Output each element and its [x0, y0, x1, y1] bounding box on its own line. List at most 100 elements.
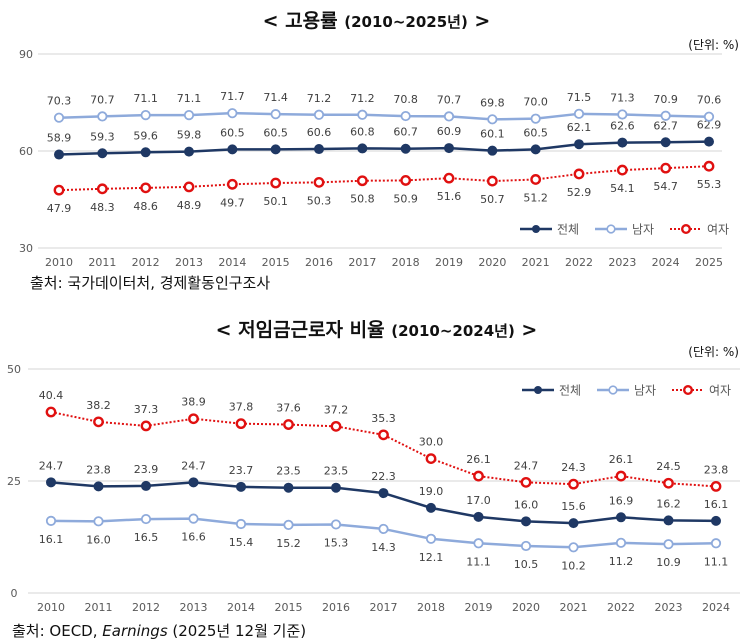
chart1-data-label: 62.1: [567, 121, 592, 134]
chart1-xtick-label: 2017: [348, 256, 376, 269]
chart2-data-label: 38.9: [181, 396, 206, 409]
chart1-data-label: 62.6: [610, 120, 635, 133]
chart1-series-0-point: [487, 145, 498, 156]
chart1-series-1-point: [53, 112, 65, 123]
chart1-series-2-point: [400, 175, 412, 186]
chart1-series-0-point: [184, 146, 194, 157]
chart2-data-label: 10.9: [656, 556, 681, 569]
chart2-data-label: 16.2: [656, 497, 681, 510]
chart2-title-years: (2010~2024년): [391, 322, 515, 340]
chart1-legend-label: 여자: [707, 223, 729, 237]
chart2-series-line-2: [50, 411, 717, 488]
chart2-series-1-point: [473, 538, 484, 549]
chart1-xtick-label: 2023: [608, 256, 636, 269]
chart1-data-label: 60.6: [307, 126, 332, 139]
chart2-data-label: 10.2: [561, 559, 586, 572]
chart1-data-label: 60.1: [480, 128, 505, 141]
chart2-data-label: 37.8: [229, 401, 254, 414]
chart1-series-0-point: [617, 137, 628, 148]
chart2-series-2-point: [615, 470, 627, 482]
chart1-series-2-point: [226, 178, 238, 190]
chart2-data-label: 15.3: [324, 536, 349, 549]
chart1-data-label: 59.6: [133, 129, 158, 142]
chart1-series-2-point: [486, 175, 498, 187]
chart2-ytick-label: 50: [7, 363, 21, 376]
chart2-series-0-point: [93, 481, 104, 492]
chart1-data-label: 71.5: [567, 91, 592, 104]
chart1-series-0-point: [444, 143, 454, 154]
chart1-series-1-point: [313, 109, 325, 120]
chart1-source: 출처: 국가데이터처, 경제활동인구조사: [30, 274, 271, 292]
chart2-series-0-point: [426, 502, 436, 513]
chart1-data-label: 54.1: [610, 182, 635, 195]
chart1-series-1-point: [97, 111, 108, 122]
chart2-series-0-point: [283, 482, 294, 493]
chart1-xtick-label: 2021: [522, 256, 550, 269]
chart2-source: 출처: OECD, Earnings (2025년 12월 기준): [12, 620, 306, 641]
chart1-data-label: 62.7: [653, 119, 678, 132]
chart2-data-label: 30.0: [419, 436, 444, 449]
chart2-title-end: >: [514, 319, 538, 341]
chart1-title-main: < 고용률: [262, 10, 345, 32]
chart1-ytick-label: 90: [19, 48, 33, 61]
chart2-legend-label: 남자: [634, 384, 656, 398]
chart1-series-1-point: [400, 110, 411, 122]
chart2-data-label: 22.3: [371, 470, 396, 483]
chart2-xtick-label: 2011: [85, 601, 113, 614]
chart1-data-label: 48.6: [133, 200, 158, 213]
chart1-series-2-point: [530, 174, 542, 185]
chart1-series-2-point: [703, 160, 715, 172]
chart1-series-0-point: [54, 149, 64, 160]
chart2-data-label: 23.8: [86, 463, 111, 476]
chart2-data-label: 17.0: [466, 494, 491, 507]
chart1-legend-swatch-marker: [532, 225, 540, 233]
chart2-series-0-point: [711, 515, 721, 526]
chart1-xtick-label: 2024: [652, 256, 680, 269]
chart1-ytick-label: 60: [19, 145, 33, 158]
chart2-source-suffix: (2025년 12월 기준): [167, 622, 307, 640]
chart2-data-label: 12.1: [419, 551, 444, 564]
chart1-data-label: 70.6: [697, 94, 722, 107]
chart2-data-label: 23.5: [324, 465, 349, 478]
chart2-data-label: 16.0: [514, 498, 539, 511]
chart2-series-2-point: [473, 470, 484, 482]
chart2-series-2-point: [710, 480, 722, 492]
chart2-xtick-label: 2012: [132, 601, 160, 614]
chart1-series-line-2: [58, 165, 710, 192]
chart1-data-label: 60.9: [437, 125, 462, 138]
chart1-legend-label: 남자: [632, 223, 654, 237]
chart2-data-label: 24.7: [181, 459, 206, 472]
chart2-series-1-point: [45, 515, 57, 526]
chart1-data-label: 48.3: [90, 201, 115, 214]
chart2-data-label: 11.1: [466, 555, 491, 568]
chart2-series-1-point: [520, 540, 532, 552]
chart2-data-label: 35.3: [371, 412, 396, 425]
chart2-series-2-point: [568, 478, 579, 490]
chart1-data-label: 50.7: [480, 193, 505, 206]
chart1-xtick-label: 2018: [392, 256, 420, 269]
chart1-series-0-point: [660, 137, 671, 148]
chart1-series-1-point: [660, 110, 671, 121]
chart2-data-label: 23.8: [704, 463, 729, 476]
chart2-xtick-label: 2019: [465, 601, 493, 614]
chart2-data-label: 23.5: [276, 465, 301, 478]
chart1-legend-swatch-marker: [681, 223, 692, 234]
chart1-data-label: 70.7: [437, 93, 462, 106]
chart1-series-0-point: [400, 143, 411, 154]
chart2-data-label: 16.1: [704, 498, 729, 511]
chart1-xtick-label: 2019: [435, 256, 463, 269]
chart2-series-2-point: [330, 420, 342, 432]
chart2-legend-swatch-marker: [608, 385, 618, 395]
chart2-xtick-label: 2020: [512, 601, 540, 614]
chart1-data-label: 60.5: [263, 126, 288, 139]
chart2-data-label: 37.6: [276, 402, 301, 415]
chart2-data-label: 11.2: [609, 555, 634, 568]
chart1-data-label: 62.9: [697, 119, 722, 132]
chart2-data-label: 15.4: [229, 536, 254, 549]
chart2-series-0-point: [378, 488, 389, 499]
chart1-data-label: 54.7: [653, 180, 678, 193]
chart2-data-label: 16.0: [86, 533, 111, 546]
chart2-series-0-point: [331, 482, 341, 493]
chart1-xtick-label: 2012: [132, 256, 160, 269]
